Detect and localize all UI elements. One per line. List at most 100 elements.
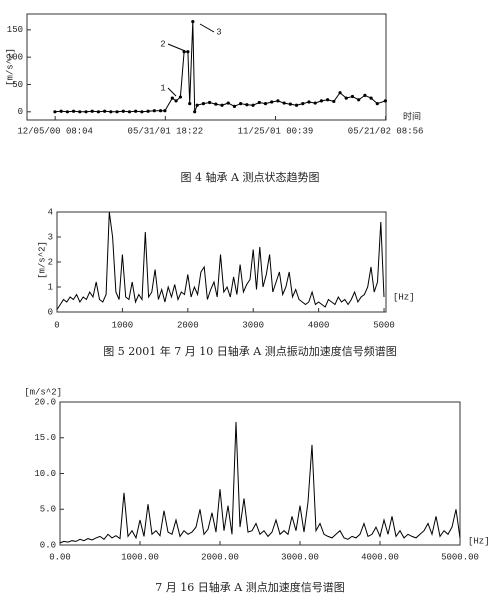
y-tick-label: 0	[18, 107, 23, 117]
x-tick-label: 11/25/01 00:39	[238, 126, 314, 136]
x-tick-label: 5000	[373, 320, 395, 330]
x-tick-label: 3000.00	[281, 552, 319, 562]
x-axis-label: [Hz]	[393, 292, 415, 302]
y-tick-label: 100	[7, 53, 23, 63]
y-tick-label: 50	[12, 80, 23, 90]
y-tick-label: 3	[48, 232, 53, 242]
data-point	[263, 102, 268, 106]
data-point	[332, 99, 336, 104]
data-point	[363, 93, 367, 98]
plot-frame	[26, 13, 387, 121]
annotation-arrows	[167, 23, 215, 97]
y-tick-label: 2	[48, 257, 53, 267]
x-tick-label: 4000.00	[361, 552, 399, 562]
x-tick-label: 2000.00	[201, 552, 239, 562]
x-tick-label: 0.00	[49, 552, 71, 562]
data-point	[344, 96, 348, 100]
y-tick-label: 0	[48, 307, 53, 317]
data-point	[90, 109, 94, 113]
y-tick-label: 10.0	[34, 469, 56, 479]
data-point	[226, 101, 230, 105]
y-tick-label: 0.0	[40, 540, 56, 550]
data-point	[195, 103, 199, 107]
data-point	[127, 110, 132, 114]
data-point	[121, 109, 125, 113]
x-axis-label: [Hz]	[468, 536, 490, 546]
x-tick-label: 3000	[242, 320, 264, 330]
data-point	[84, 110, 88, 114]
data-point	[65, 110, 69, 114]
data-point	[338, 91, 342, 95]
y-tick-label: 20.0	[34, 397, 56, 407]
data-point	[245, 103, 249, 107]
arrow	[167, 87, 177, 97]
data-point	[257, 100, 261, 105]
data-point	[71, 109, 76, 113]
data-point	[115, 110, 119, 114]
data-point	[158, 109, 163, 113]
annotation: 2	[160, 39, 165, 49]
data-point	[146, 109, 150, 113]
data-line	[56, 211, 385, 310]
x-tick-label: 4000	[308, 320, 330, 330]
data-point	[276, 99, 280, 103]
y-tick-label: 4	[48, 207, 53, 217]
data-point	[170, 96, 174, 100]
y-tick-label: 1	[48, 282, 53, 292]
data-point	[313, 101, 317, 105]
data-point	[174, 99, 178, 103]
data-point	[326, 98, 330, 102]
data-point	[232, 104, 237, 108]
data-point	[301, 102, 305, 106]
x-tick-label: 1000.00	[121, 552, 159, 562]
data-point	[270, 100, 274, 104]
data-point	[193, 110, 197, 114]
x-tick-label: 12/05/00 08:04	[17, 126, 93, 136]
x-tick-label: 5000.00	[441, 552, 479, 562]
data-point	[357, 98, 361, 102]
data-point	[191, 20, 195, 24]
data-point	[152, 109, 156, 113]
data-point	[319, 99, 324, 103]
y-tick-label: 150	[7, 25, 23, 35]
x-axis-label: 时间	[403, 110, 421, 122]
data-point	[294, 103, 299, 107]
data-point	[134, 109, 138, 113]
y-axis-label: [m/s^2]	[37, 241, 47, 279]
data-point	[375, 102, 379, 106]
y-axis-label: [m/s^2]	[24, 387, 62, 397]
data-point	[307, 100, 311, 104]
arrow	[199, 23, 215, 33]
data-line	[59, 421, 461, 544]
annotation: 1	[160, 83, 165, 93]
data-point	[188, 102, 192, 106]
data-point	[178, 95, 183, 99]
data-point	[239, 102, 243, 106]
data-point	[53, 110, 57, 114]
data-point	[350, 94, 355, 99]
data-line	[54, 21, 386, 113]
data-point	[140, 110, 144, 114]
x-tick-label: 05/31/01 18:22	[128, 126, 204, 136]
data-point	[186, 50, 190, 54]
x-tick-label: 05/21/02 08:56	[348, 126, 424, 136]
data-point	[251, 103, 255, 107]
arrow	[167, 43, 186, 52]
data-point	[214, 102, 218, 106]
caption: 图 5 2001 年 7 月 10 日轴承 A 测点振动加速度信号频谱图	[103, 344, 396, 358]
data-point	[208, 100, 212, 105]
data-point	[369, 96, 373, 100]
y-tick-label: 5.0	[40, 505, 56, 515]
data-point	[201, 102, 205, 106]
annotation: 3	[216, 27, 221, 37]
x-tick-label: 2000	[177, 320, 199, 330]
data-point	[282, 101, 286, 105]
x-tick-label: 0	[54, 320, 59, 330]
y-axis-label: [m/s^2]	[5, 48, 15, 86]
caption: 图 4 轴承 A 测点状态趋势图	[181, 170, 320, 184]
data-point	[109, 110, 113, 114]
data-point	[59, 109, 63, 113]
data-point	[220, 103, 224, 107]
data-point	[163, 109, 167, 113]
